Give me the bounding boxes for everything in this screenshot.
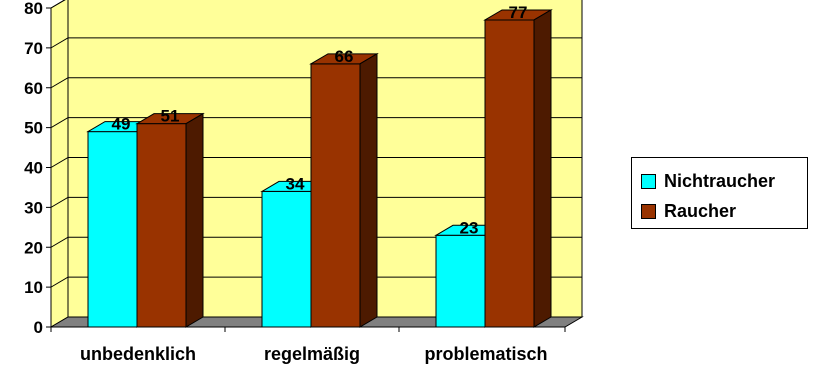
bar-front <box>435 234 486 328</box>
gridline-30 <box>50 196 582 208</box>
gridlines <box>50 0 582 288</box>
legend-label-raucher: Raucher <box>664 200 737 221</box>
bar-front <box>310 63 361 328</box>
y-tick-label-10: 10 <box>24 278 43 297</box>
data-label-raucher-3: 77 <box>509 3 528 22</box>
data-labels: 49 51 34 66 23 77 <box>112 3 528 237</box>
legend-label-nichtraucher: Nichtraucher <box>664 170 776 191</box>
legend-item-nichtraucher: Nichtraucher <box>641 170 775 192</box>
legend-swatch-nichtraucher <box>641 173 656 189</box>
data-label-raucher-1: 51 <box>161 107 180 126</box>
gridline-40 <box>50 157 582 168</box>
data-label-nichtraucher-3: 23 <box>460 218 479 237</box>
gridline-10 <box>50 276 582 288</box>
y-tick-label-70: 70 <box>24 39 43 58</box>
x-tick-label-2: regelmäßig <box>264 344 360 364</box>
x-tick-label-3: problematisch <box>424 344 547 364</box>
y-axis: 0 10 20 30 40 50 60 70 80 <box>24 0 52 337</box>
bar-side <box>359 52 378 328</box>
gridline-20 <box>50 236 582 248</box>
y-tick-label-30: 30 <box>24 198 43 217</box>
y-tick-label-60: 60 <box>24 79 43 98</box>
bar-side <box>533 9 552 328</box>
bar-raucher-2 <box>309 52 379 328</box>
legend-item-raucher: Raucher <box>641 200 736 222</box>
legend-swatch-raucher <box>641 203 656 219</box>
y-tick-label-20: 20 <box>24 238 43 257</box>
bar-front <box>87 131 138 328</box>
y-tick-label-40: 40 <box>24 159 43 178</box>
gridline-50 <box>50 117 582 129</box>
bar-side <box>185 112 204 328</box>
legend: Nichtraucher Raucher <box>631 157 808 229</box>
bars <box>86 9 553 328</box>
bar-raucher-1 <box>135 112 205 328</box>
bar-front <box>136 123 187 328</box>
bar-front <box>484 19 535 328</box>
x-axis: unbedenklich regelmäßig problematisch <box>50 326 566 364</box>
data-label-nichtraucher-1: 49 <box>112 115 131 134</box>
gridline-60 <box>50 77 582 89</box>
x-tick-label-1: unbedenklich <box>80 344 196 364</box>
data-label-raucher-2: 66 <box>335 47 354 66</box>
gridline-70 <box>50 37 582 49</box>
y-tick-label-80: 80 <box>24 0 43 18</box>
y-tick-label-0: 0 <box>34 318 43 337</box>
side-wall <box>50 0 69 328</box>
y-tick-label-50: 50 <box>24 119 43 138</box>
bar-front <box>261 190 312 328</box>
data-label-nichtraucher-2: 34 <box>286 174 305 193</box>
gridline-80 <box>50 0 66 9</box>
bar-raucher-3 <box>483 9 553 328</box>
